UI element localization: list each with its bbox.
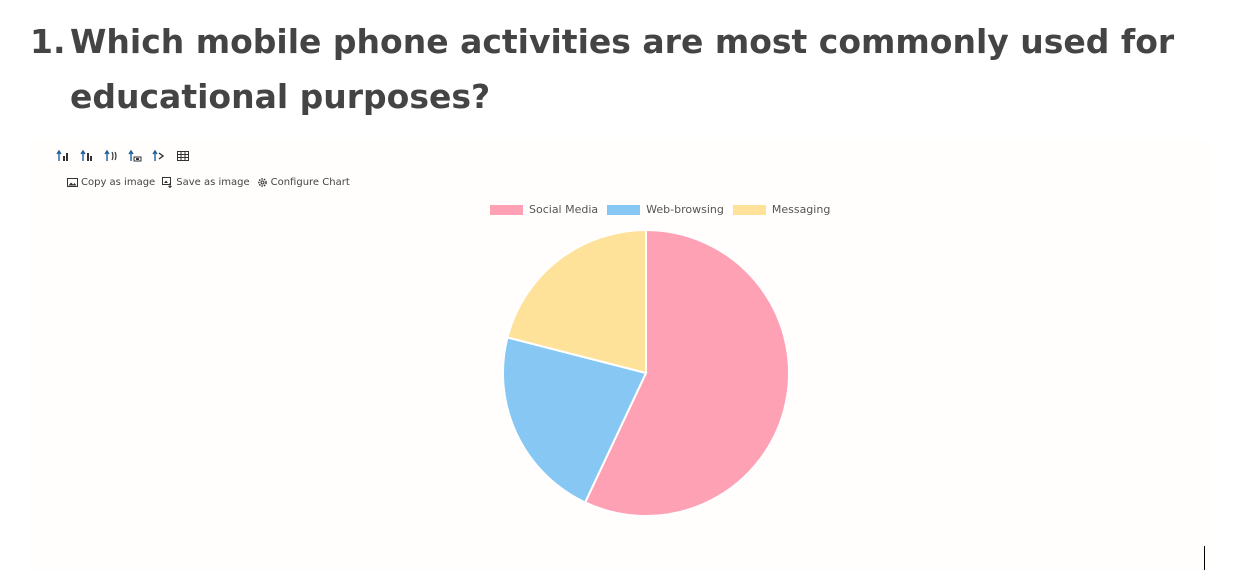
sort-ascending-icon[interactable] bbox=[56, 149, 70, 163]
chart-panel: Copy as image Save as image Configure Ch… bbox=[30, 140, 1210, 571]
chart-legend: Social Media Web-browsing Messaging bbox=[490, 203, 830, 216]
legend-swatch bbox=[732, 204, 766, 215]
question-line-1: 1. Which mobile phone activities are most… bbox=[30, 14, 1180, 69]
table-icon[interactable] bbox=[176, 149, 190, 163]
legend-label: Social Media bbox=[529, 203, 599, 216]
copy-as-image-button[interactable]: Copy as image bbox=[67, 177, 155, 188]
legend-item[interactable]: Messaging bbox=[732, 203, 831, 216]
pie-slice-web-browsing[interactable] bbox=[502, 336, 648, 504]
question-text-line-2: educational purposes? bbox=[70, 77, 491, 116]
text-cursor bbox=[1204, 546, 1205, 570]
column-chart-icon[interactable] bbox=[128, 149, 142, 163]
pie-chart bbox=[502, 228, 790, 517]
gear-icon bbox=[257, 178, 267, 187]
save-as-image-label: Save as image bbox=[176, 177, 250, 188]
legend-item[interactable]: Social Media bbox=[490, 203, 598, 216]
question-text-line-1: Which mobile phone activities are most c… bbox=[70, 22, 1175, 61]
legend-label: Web-browsing bbox=[646, 203, 724, 216]
question-number: 1. bbox=[30, 22, 66, 61]
image-icon bbox=[67, 178, 78, 187]
pie-slice-social-media[interactable] bbox=[583, 228, 790, 517]
legend-swatch bbox=[490, 204, 523, 215]
copy-as-image-label: Copy as image bbox=[81, 177, 156, 188]
save-as-image-button[interactable]: Save as image bbox=[162, 177, 250, 188]
pie-slice-messaging[interactable] bbox=[506, 228, 647, 375]
legend-swatch bbox=[607, 204, 641, 215]
chart-action-bar: Copy as image Save as image Configure Ch… bbox=[67, 177, 350, 188]
swap-axes-icon[interactable] bbox=[104, 149, 118, 163]
sort-descending-icon[interactable] bbox=[80, 149, 94, 163]
legend-item[interactable]: Web-browsing bbox=[607, 203, 724, 216]
save-image-icon bbox=[162, 177, 173, 188]
configure-chart-button[interactable]: Configure Chart bbox=[257, 177, 350, 188]
legend-label: Messaging bbox=[771, 203, 831, 216]
rotate-icon[interactable] bbox=[152, 149, 166, 163]
question-title: 1. Which mobile phone activities are most… bbox=[30, 14, 1180, 124]
configure-chart-label: Configure Chart bbox=[270, 177, 350, 188]
chart-toolbar bbox=[56, 149, 190, 163]
